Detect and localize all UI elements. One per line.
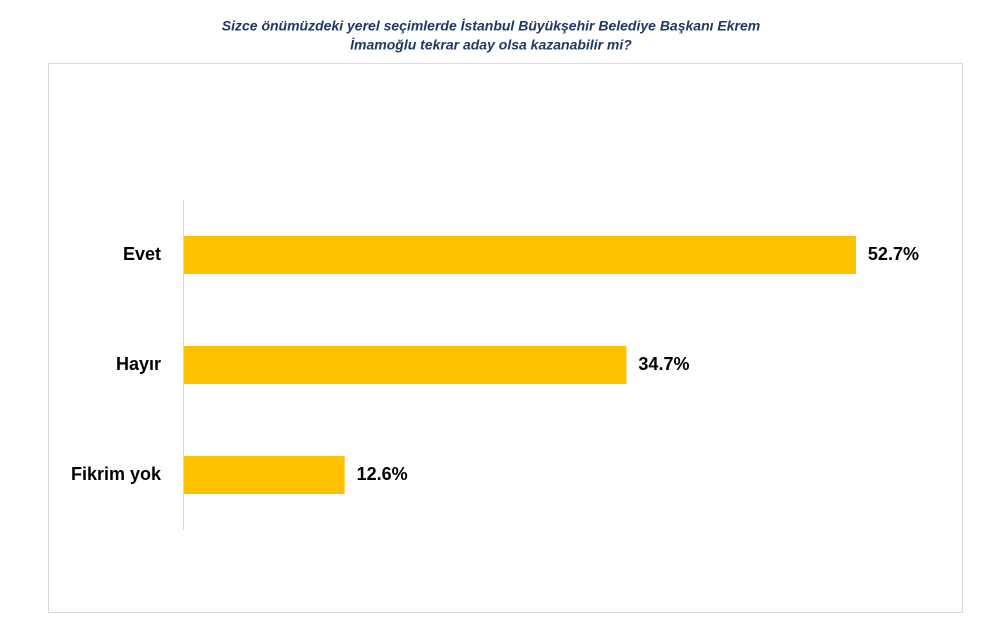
chart-title: Sizce önümüzdeki yerel seçimlerde İstanb… (222, 18, 760, 34)
bar (184, 346, 627, 384)
category-label: Hayır (116, 354, 161, 374)
category-label: Evet (123, 244, 161, 264)
chart-title: İmamoğlu tekrar aday olsa kazanabilir mi… (350, 37, 632, 53)
value-label: 34.7% (638, 354, 689, 374)
value-label: 52.7% (868, 244, 919, 264)
bar (184, 236, 856, 274)
bar (184, 456, 345, 494)
chart-frame (48, 63, 963, 613)
value-label: 12.6% (357, 464, 408, 484)
category-label: Fikrim yok (71, 464, 162, 484)
